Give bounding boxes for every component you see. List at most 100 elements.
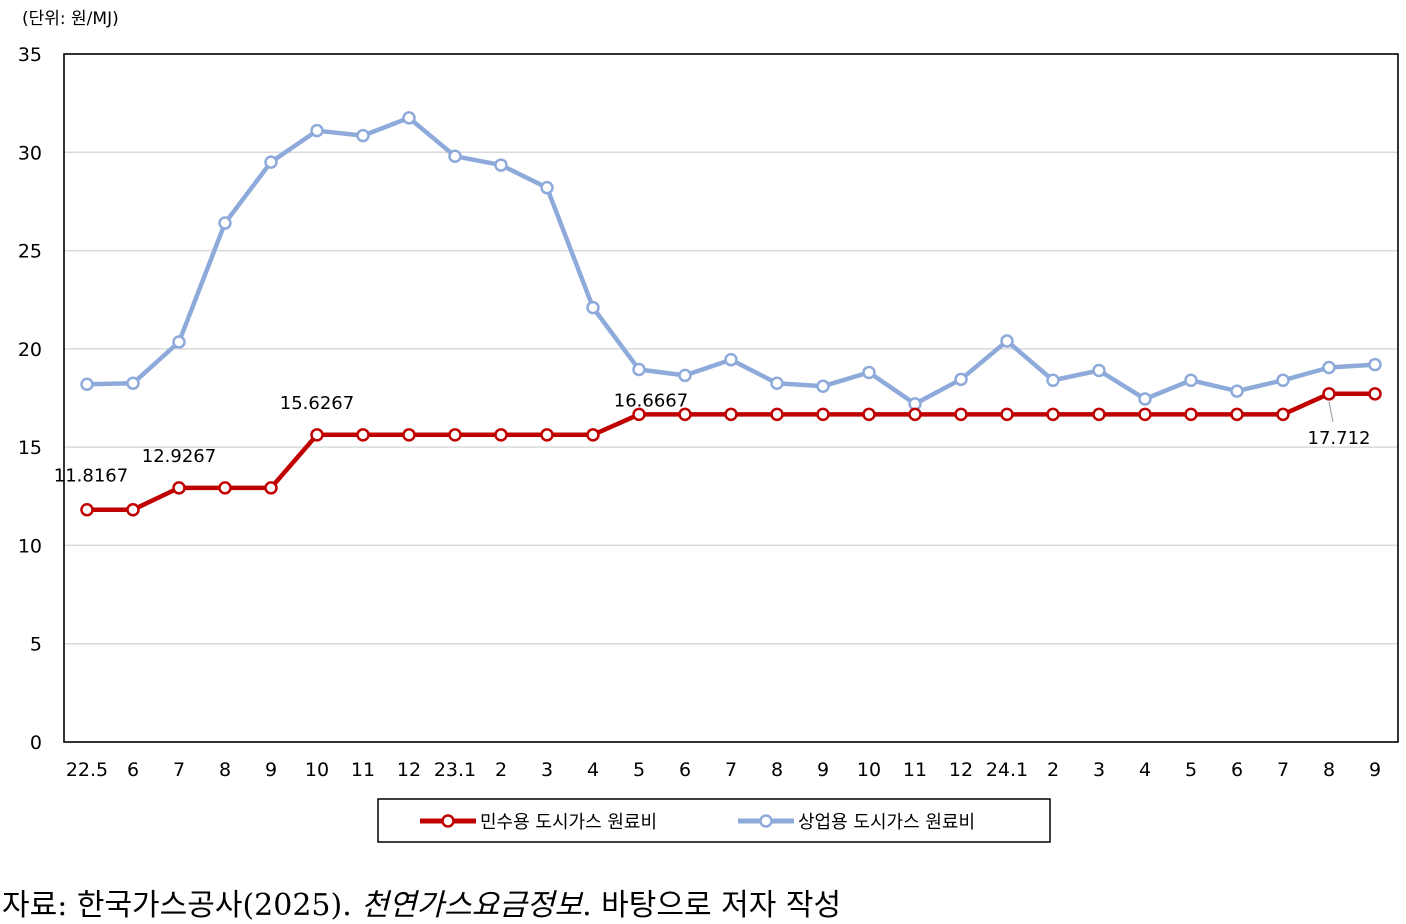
x-tick-label: 3	[541, 759, 553, 781]
x-tick-label: 11	[903, 759, 927, 781]
data-point	[1000, 334, 1014, 348]
legend-label-residential: 민수용 도시가스 원료비	[480, 812, 657, 833]
data-point	[1184, 407, 1198, 422]
data-point	[1138, 407, 1152, 422]
source-suffix: . 바탕으로 저자 작성	[582, 888, 842, 923]
label-leader-line	[1328, 401, 1334, 422]
x-tick-label: 23.1	[434, 759, 476, 781]
data-point	[954, 372, 968, 387]
unit-label: (단위: 원/MJ)	[22, 9, 119, 29]
x-tick-label: 7	[1277, 759, 1289, 781]
x-tick-label: 5	[633, 759, 645, 781]
data-point	[1368, 387, 1382, 401]
data-point	[770, 376, 784, 391]
legend-label-commercial: 상업용 도시가스 원료비	[798, 812, 975, 833]
x-tick-label: 4	[1139, 759, 1151, 781]
data-point	[632, 362, 646, 377]
x-axis-ticks: 22.5 6 7 8 9 10 11 12 23.1 2 3 4 5 6 7 8 9 10 11 12 24.1 2 3 4 5…	[66, 759, 1381, 781]
y-tick-label: 25	[18, 241, 42, 263]
y-tick-label: 15	[18, 437, 42, 459]
x-tick-label: 9	[265, 759, 277, 781]
data-point	[678, 407, 692, 422]
x-tick-label: 2	[1047, 759, 1059, 781]
y-axis-ticks: 0 5 10 15 20 25 30 35	[18, 44, 42, 754]
data-point	[1184, 373, 1198, 388]
x-tick-label: 12	[397, 759, 421, 781]
plot-area	[63, 53, 1399, 743]
data-point	[586, 300, 600, 315]
data-point	[448, 149, 462, 163]
data-point	[310, 428, 324, 442]
data-label: 12.9267	[142, 446, 216, 467]
legend-swatch-marker-residential	[441, 814, 455, 828]
data-point	[540, 180, 554, 195]
data-point	[816, 379, 830, 393]
data-point	[724, 407, 738, 422]
data-point	[356, 428, 370, 442]
data-point	[356, 128, 370, 143]
data-point	[402, 111, 416, 125]
data-labels: 11.8167 12.9267 15.6267 16.6667 17.712	[54, 390, 1371, 486]
data-point	[264, 481, 278, 495]
x-tick-label: 3	[1093, 759, 1105, 781]
data-point	[586, 428, 600, 442]
data-point	[310, 123, 324, 138]
data-point	[126, 376, 140, 391]
x-tick-label: 22.5	[66, 759, 108, 781]
data-label: 17.712	[1308, 428, 1371, 449]
y-tick-label: 0	[30, 732, 42, 754]
source-prefix: 자료: 한국가스공사(2025).	[2, 888, 362, 923]
x-tick-label: 7	[173, 759, 185, 781]
x-tick-label: 6	[127, 759, 139, 781]
data-point	[1092, 407, 1106, 422]
data-point	[172, 481, 186, 495]
data-point	[908, 407, 922, 422]
data-point	[80, 377, 94, 391]
data-point	[218, 216, 232, 230]
data-point	[678, 368, 692, 383]
data-point	[172, 335, 186, 349]
data-point	[724, 352, 738, 367]
y-tick-label: 30	[18, 142, 42, 164]
data-point	[1046, 407, 1060, 422]
y-tick-label: 20	[18, 339, 42, 361]
data-label: 11.8167	[54, 466, 128, 487]
data-point	[494, 428, 508, 442]
y-tick-label: 5	[30, 634, 42, 656]
data-point	[218, 481, 232, 495]
data-point	[1046, 373, 1060, 388]
x-tick-label: 10	[857, 759, 881, 781]
data-point	[494, 158, 508, 172]
data-point	[1230, 384, 1244, 398]
x-tick-label: 24.1	[986, 759, 1028, 781]
data-point	[1138, 392, 1152, 406]
data-label: 16.6667	[614, 390, 688, 411]
data-point	[770, 407, 784, 422]
gridlines	[64, 151, 1398, 645]
series-lines	[84, 115, 1378, 512]
data-point	[1000, 407, 1014, 422]
data-point	[1368, 357, 1382, 372]
x-tick-label: 9	[817, 759, 829, 781]
data-point	[264, 155, 278, 169]
x-tick-label: 11	[351, 759, 375, 781]
data-point	[448, 428, 462, 442]
data-point	[540, 428, 554, 442]
x-tick-label: 12	[949, 759, 973, 781]
legend-swatch-marker-commercial	[759, 814, 773, 828]
data-point	[1276, 373, 1290, 388]
data-point	[816, 407, 830, 422]
data-point	[1322, 387, 1336, 401]
data-point	[1230, 407, 1244, 422]
data-point	[126, 502, 140, 517]
source-note: 자료: 한국가스공사(2025). 천연가스요금정보. 바탕으로 저자 작성	[2, 880, 841, 924]
legend-box	[377, 798, 1051, 843]
series-points	[80, 111, 1382, 517]
data-point	[1322, 360, 1336, 375]
x-tick-label: 9	[1369, 759, 1381, 781]
data-point	[80, 502, 94, 517]
y-tick-label: 10	[18, 535, 42, 557]
data-point	[402, 428, 416, 442]
data-point	[954, 407, 968, 422]
